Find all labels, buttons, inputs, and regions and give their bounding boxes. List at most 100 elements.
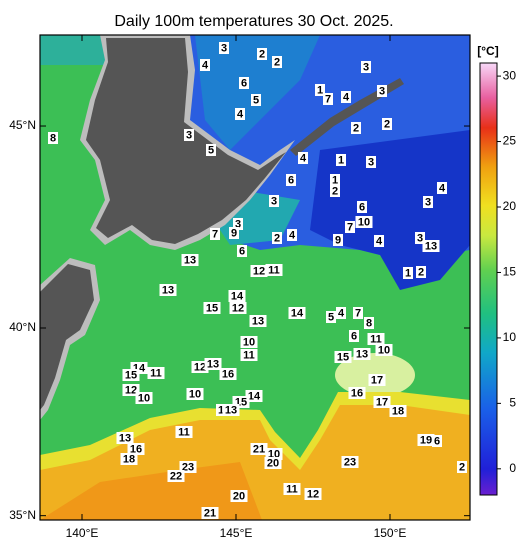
contour-label: 2 [459,461,465,473]
contour-label: 4 [376,235,383,247]
ocean-teal [40,35,110,65]
contour-label-box [181,254,199,266]
contour-label: 16 [222,368,234,380]
contour-label-box [204,358,222,370]
contour-label: 3 [368,156,374,168]
contour-label: 1 [405,267,411,279]
contour-label-box [210,228,220,240]
contour-label-box [361,61,371,73]
colorbar-tick-label: 5 [509,396,516,410]
contour-label: 6 [351,330,357,342]
colorbar-tick-label: 0 [509,461,516,475]
contour-label-box [457,461,467,473]
contour-label: 10 [243,336,255,348]
contour-label: 4 [237,108,244,120]
okhotsk-water [195,35,320,150]
contour-label-box [116,432,134,444]
contour-label-box [364,317,374,329]
colorbar [479,62,498,496]
contour-label-box [127,443,145,455]
contour-label-box [269,195,279,207]
contour-label: 13 [225,404,237,416]
contour-label-box [249,315,267,327]
colorbar-tick-label: 20 [503,199,517,213]
contour-label-box [203,302,221,314]
contour-label-box [135,392,153,404]
title: Daily 100m temperatures 30 Oct. 2025. [114,13,393,30]
contour-label-box [122,369,140,381]
contour-label: 18 [392,405,404,417]
contour-label: 9 [335,234,341,246]
contour-label-box [200,59,210,71]
contour-label-box [403,267,413,279]
contour-label: 2 [418,266,424,278]
contour-label: 2 [274,56,280,68]
contour-label: 5 [328,311,334,323]
contour-label-box [287,229,297,241]
contour-label-box [186,388,204,400]
contour-label: 20 [267,457,279,469]
contour-label: 5 [208,144,214,156]
contour-label: 4 [202,59,209,71]
contour-label: 2 [332,185,338,197]
contour-label: 4 [338,307,345,319]
contour-label: 4 [300,152,307,164]
contour-label-box [265,264,283,276]
contour-label: 13 [207,358,219,370]
contour-label: 6 [239,245,245,257]
land-honshu [40,264,94,410]
contour-label-box [334,351,352,363]
land-kurils [290,78,404,156]
contour-label-box [240,349,258,361]
contour-label-box [239,77,249,89]
contour-label-box [229,227,239,239]
contour-label-box [272,56,282,68]
contour-label: 2 [353,122,359,134]
contour-label: 6 [434,435,440,447]
contour-label: 15 [125,369,137,381]
contour-label: 1 [332,174,338,186]
contour-label-box [341,91,351,103]
contour-label: 1 [218,404,224,416]
contour-label-box [432,435,442,447]
contour-label-box [222,404,240,416]
contour-label-box [230,490,248,502]
y-tick-label: 45°N [9,118,36,132]
contour-label: 18 [123,453,135,465]
colorbar-tick-label: 10 [503,330,517,344]
contour-label: 23 [182,461,194,473]
contour-label: 7 [325,93,331,105]
contour-label: 15 [337,351,349,363]
contour-label: 1 [338,154,344,166]
colorbar-tick-label: 25 [503,134,517,148]
contour-label-box [235,108,245,120]
contour-label: 21 [253,443,265,455]
contour-label: 22 [170,470,182,482]
contour-label: 2 [259,48,265,60]
contour-label-box [237,245,247,257]
contour-label: 13 [252,315,264,327]
contour-label-box [167,470,185,482]
contour-label-box [336,154,346,166]
y-tick-label: 40°N [9,320,36,334]
contour-label-box [348,387,366,399]
x-tick-label: 140°E [66,526,99,540]
contour-label: 3 [417,232,423,244]
contour-label: 17 [376,396,388,408]
contour-label: 21 [204,507,216,519]
contour-label-box [250,265,268,277]
contour-label-box [351,122,361,134]
contour-label-box [147,367,165,379]
contour-label: 11 [268,264,280,276]
contour-label-box [341,456,359,468]
contour-label: 10 [189,388,201,400]
contour-label-box [219,42,229,54]
contour-label: 4 [289,229,296,241]
contour-label: 11 [150,367,162,379]
contour-label-box [373,396,391,408]
contour-label-box [206,144,216,156]
contour-label-box [272,232,282,244]
